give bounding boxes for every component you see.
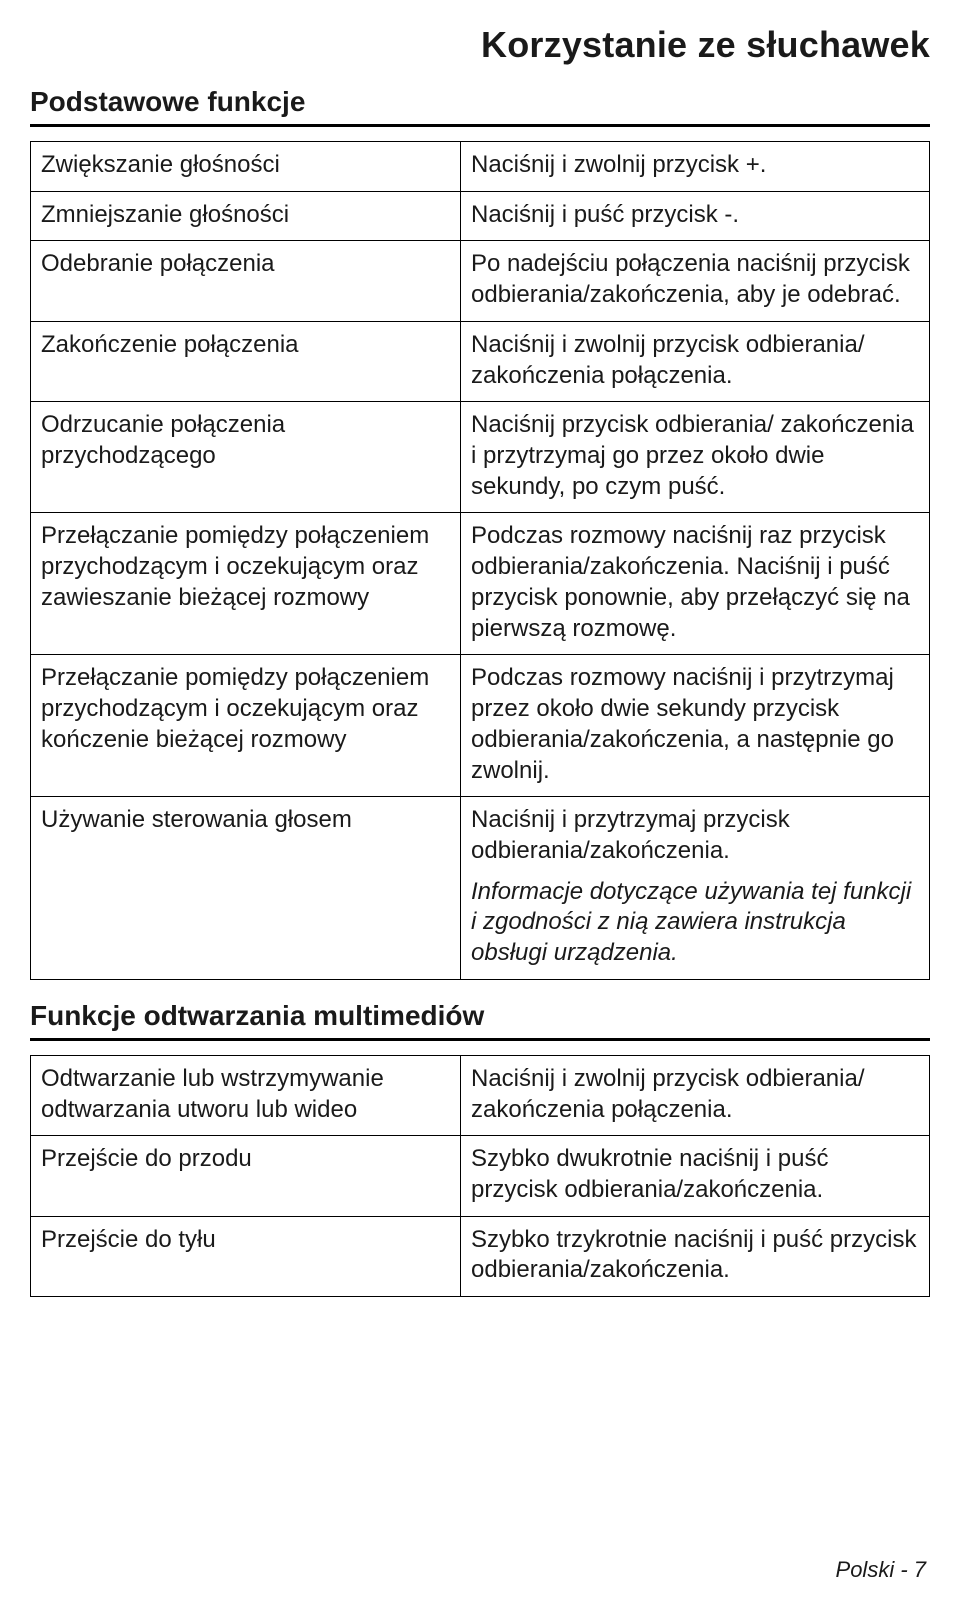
function-action-cell: Naciśnij i zwolnij przycisk +. [461, 142, 930, 192]
function-name-cell: Odtwarzanie lub wstrzymywanie odtwarzani… [31, 1055, 461, 1135]
basic-function-row: Przełączanie pomiędzy połączeniem przych… [31, 513, 930, 655]
function-action-cell: Podczas rozmowy naciśnij raz przycisk od… [461, 513, 930, 655]
action-text: Naciśnij i zwolnij przycisk odbierania/ … [471, 330, 919, 391]
basic-function-row: Używanie sterowania głosemNaciśnij i prz… [31, 797, 930, 980]
action-text: Naciśnij i zwolnij przycisk odbierania/ … [471, 1064, 919, 1125]
basic-function-row: Przełączanie pomiędzy połączeniem przych… [31, 655, 930, 797]
basic-function-row: Odrzucanie połączenia przychodzącegoNaci… [31, 402, 930, 513]
section-heading-media: Funkcje odtwarzania multimediów [30, 1000, 930, 1041]
function-action-cell: Szybko trzykrotnie naciśnij i puść przyc… [461, 1216, 930, 1296]
function-name-cell: Zakończenie połączenia [31, 321, 461, 401]
media-functions-table: Odtwarzanie lub wstrzymywanie odtwarzani… [30, 1055, 930, 1297]
media-functions-tbody: Odtwarzanie lub wstrzymywanie odtwarzani… [31, 1055, 930, 1296]
action-text: Szybko trzykrotnie naciśnij i puść przyc… [471, 1225, 919, 1286]
action-text: Informacje dotyczące używania tej funkcj… [471, 877, 919, 969]
page-footer: Polski - 7 [836, 1557, 926, 1583]
action-text: Naciśnij i przytrzymaj przycisk odbieran… [471, 805, 919, 866]
function-name-cell: Używanie sterowania głosem [31, 797, 461, 980]
function-action-cell: Po nadejściu połączenia naciśnij przycis… [461, 241, 930, 321]
section-heading-basic: Podstawowe funkcje [30, 86, 930, 127]
function-action-cell: Podczas rozmowy naciśnij i przytrzymaj p… [461, 655, 930, 797]
media-function-row: Odtwarzanie lub wstrzymywanie odtwarzani… [31, 1055, 930, 1135]
basic-function-row: Zwiększanie głośności Naciśnij i zwolnij … [31, 142, 930, 192]
action-text: Podczas rozmowy naciśnij i przytrzymaj p… [471, 663, 919, 786]
basic-function-row: Zmniejszanie głośności Naciśnij i puść pr… [31, 191, 930, 241]
function-action-cell: Szybko dwukrotnie naciśnij i puść przyci… [461, 1136, 930, 1216]
page-title: Korzystanie ze słuchawek [30, 24, 930, 66]
action-text: Naciśnij i puść przycisk -. [471, 200, 919, 231]
manual-page: Korzystanie ze słuchawek Podstawowe funk… [0, 0, 960, 1611]
function-name-cell: Zwiększanie głośności [31, 142, 461, 192]
function-name-cell: Odrzucanie połączenia przychodzącego [31, 402, 461, 513]
action-text: Po nadejściu połączenia naciśnij przycis… [471, 249, 919, 310]
action-text: Szybko dwukrotnie naciśnij i puść przyci… [471, 1144, 919, 1205]
basic-function-row: Zakończenie połączeniaNaciśnij i zwolnij… [31, 321, 930, 401]
function-name-cell: Przełączanie pomiędzy połączeniem przych… [31, 655, 461, 797]
function-action-cell: Naciśnij i zwolnij przycisk odbierania/ … [461, 1055, 930, 1135]
media-function-row: Przejście do przoduSzybko dwukrotnie nac… [31, 1136, 930, 1216]
action-text: Naciśnij przycisk odbierania/ zakończeni… [471, 410, 919, 502]
basic-functions-tbody: Zwiększanie głośności Naciśnij i zwolnij … [31, 142, 930, 980]
function-name-cell: Odebranie połączenia [31, 241, 461, 321]
function-action-cell: Naciśnij i puść przycisk -. [461, 191, 930, 241]
basic-functions-table: Zwiększanie głośności Naciśnij i zwolnij … [30, 141, 930, 980]
function-action-cell: Naciśnij i zwolnij przycisk odbierania/ … [461, 321, 930, 401]
function-name-cell: Przejście do tyłu [31, 1216, 461, 1296]
function-name-cell: Zmniejszanie głośności [31, 191, 461, 241]
basic-function-row: Odebranie połączeniaPo nadejściu połącze… [31, 241, 930, 321]
function-action-cell: Naciśnij przycisk odbierania/ zakończeni… [461, 402, 930, 513]
function-action-cell: Naciśnij i przytrzymaj przycisk odbieran… [461, 797, 930, 980]
action-text: Podczas rozmowy naciśnij raz przycisk od… [471, 521, 919, 644]
function-name-cell: Przełączanie pomiędzy połączeniem przych… [31, 513, 461, 655]
media-function-row: Przejście do tyłuSzybko trzykrotnie naci… [31, 1216, 930, 1296]
action-text: Naciśnij i zwolnij przycisk +. [471, 150, 919, 181]
function-name-cell: Przejście do przodu [31, 1136, 461, 1216]
